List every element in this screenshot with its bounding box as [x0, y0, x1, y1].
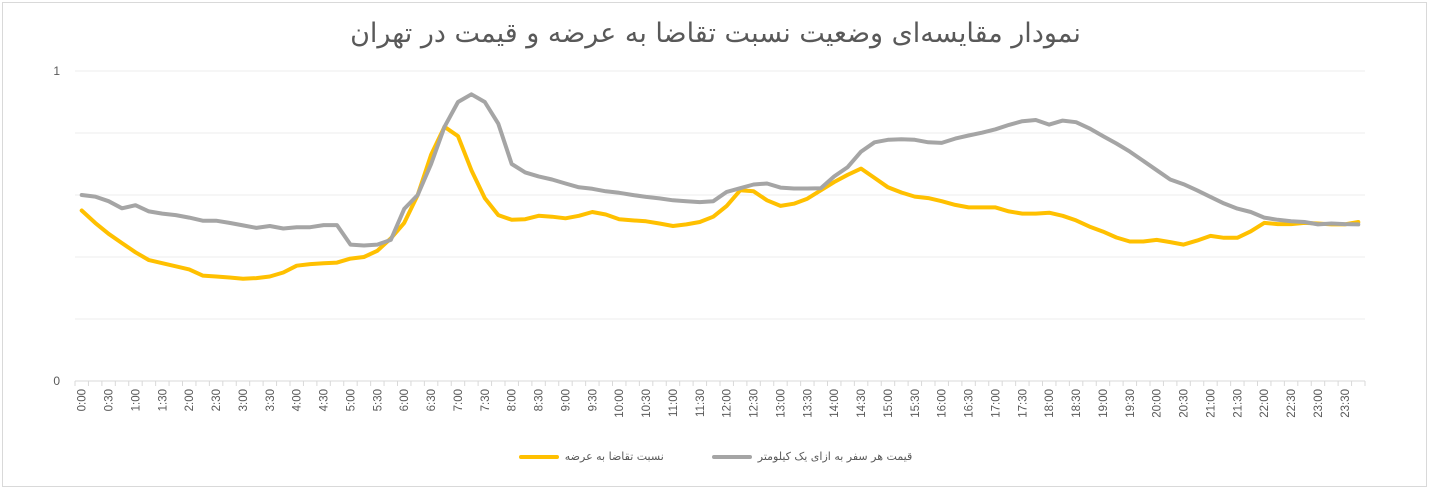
x-tick-label: 16:00 [937, 389, 949, 418]
x-tick-label: 17:00 [990, 389, 1002, 418]
x-axis: 0:00 0:30 1:00 1:30 2:00 2:30 3:00 3:30 4:00 4:30… [74, 381, 1366, 418]
x-tick-label: 2:30 [211, 389, 223, 411]
x-tick-label: 4:00 [292, 389, 304, 411]
x-tick-label: 11:00 [668, 389, 680, 417]
x-tick-label: 0:30 [104, 389, 116, 411]
series-lines [79, 92, 1361, 281]
x-tick-label: 2:00 [184, 389, 196, 411]
legend-label-price: قیمت هر سفر به ازای یک کیلومتر [757, 450, 913, 463]
x-tick-label: 13:30 [802, 389, 814, 418]
x-tick-label: 11:30 [695, 389, 707, 417]
x-tick-label: 14:00 [829, 389, 841, 418]
x-tick-label: 20:30 [1179, 389, 1191, 418]
x-tick-label: 15:30 [910, 389, 922, 418]
chart-title: نمودار مقایسه‌ای وضعیت نسبت تقاضا به عرض… [350, 18, 1081, 49]
x-tick-label: 3:00 [238, 389, 250, 411]
x-tick-label: 16:30 [964, 389, 976, 418]
x-tick-label: 5:30 [372, 389, 384, 411]
y-tick-label: 1 [53, 64, 60, 78]
x-tick-label: 10:00 [614, 389, 626, 418]
legend-item-demand-supply: نسبت تقاضا به عرضه [518, 450, 664, 463]
x-tick-label: 8:00 [507, 389, 519, 411]
series-line-demand-supply [79, 124, 1361, 281]
x-tick-label: 14:30 [856, 389, 868, 418]
x-tick-label: 20:00 [1152, 389, 1164, 418]
x-tick-label: 4:30 [319, 389, 331, 411]
x-tick-label: 22:30 [1286, 389, 1298, 418]
series-line-price [79, 92, 1361, 248]
x-tick-label: 23:30 [1340, 389, 1352, 418]
x-tick-label: 15:00 [883, 389, 895, 418]
x-tick-label: 17:30 [1017, 389, 1029, 418]
x-tick-label: 1:30 [157, 389, 169, 411]
legend-label-demand-supply: نسبت تقاضا به عرضه [564, 450, 664, 463]
x-tick-label: 7:00 [453, 389, 465, 411]
x-tick-label: 1:00 [130, 389, 142, 411]
y-tick-label: 0 [53, 374, 60, 388]
x-tick-label: 18:30 [1071, 389, 1083, 418]
legend-swatch-price [711, 454, 752, 459]
legend: قیمت هر سفر به ازای یک کیلومتر نسبت تقاض… [0, 450, 1431, 463]
x-tick-label: 9:00 [560, 389, 572, 411]
x-tick-label: 12:00 [722, 389, 734, 418]
x-tick-label: 6:00 [399, 389, 411, 411]
x-tick-label: 12:30 [749, 389, 761, 418]
legend-swatch-demand-supply [518, 454, 559, 459]
x-tick-label: 9:30 [587, 389, 599, 411]
x-tick-label: 18:00 [1044, 389, 1056, 418]
x-tick-label: 6:30 [426, 389, 438, 411]
x-tick-label: 21:30 [1232, 389, 1244, 418]
x-tick-label: 0:00 [77, 389, 89, 411]
x-tick-label: 5:00 [345, 389, 357, 411]
x-tick-label: 10:30 [641, 389, 653, 418]
x-tick-label: 19:30 [1125, 389, 1137, 418]
x-tick-label: 23:00 [1313, 389, 1325, 418]
legend-item-price: قیمت هر سفر به ازای یک کیلومتر [711, 450, 913, 463]
x-tick-label: 19:00 [1098, 389, 1110, 418]
y-axis-labels: 01 [53, 64, 60, 388]
gridlines [75, 70, 1365, 382]
x-tick-label: 21:00 [1205, 389, 1217, 418]
x-tick-label: 22:00 [1259, 389, 1271, 418]
x-tick-label: 13:00 [775, 389, 787, 418]
x-tick-label: 3:30 [265, 389, 277, 411]
x-tick-label: 7:30 [480, 389, 492, 411]
x-tick-label: 8:30 [534, 389, 546, 411]
